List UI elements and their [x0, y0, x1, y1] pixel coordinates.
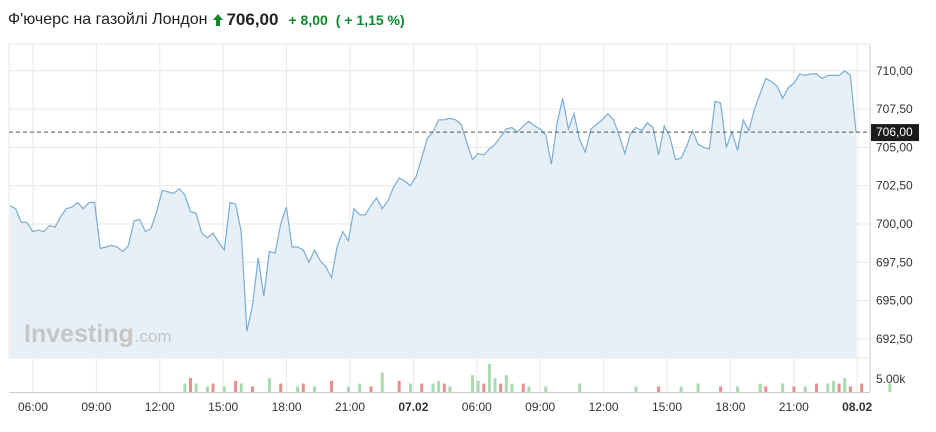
- volume-bar: [431, 383, 435, 392]
- volume-bar: [803, 386, 807, 392]
- last-price-tag-bg: [871, 124, 919, 142]
- volume-bar: [815, 383, 819, 392]
- volume-bar: [764, 386, 768, 392]
- volume-bar: [696, 383, 700, 392]
- volume-bar: [578, 383, 582, 392]
- volume-bar: [358, 383, 362, 392]
- volume-bar: [194, 383, 198, 392]
- volume-bar: [397, 380, 401, 392]
- volume-bar: [499, 383, 503, 392]
- volume-bar: [188, 378, 192, 392]
- x-tick-label: 06:00: [18, 400, 48, 414]
- y-tick-label: 697,50: [876, 255, 913, 269]
- last-price-tag: 706,00: [871, 124, 919, 142]
- volume-bar: [736, 386, 740, 392]
- y-tick-label: 695,00: [876, 294, 913, 308]
- volume-bar: [442, 383, 446, 392]
- y-tick-label: 700,00: [876, 217, 913, 231]
- volume-bar: [476, 380, 480, 392]
- volume-bar: [831, 380, 835, 392]
- volume-bar: [504, 375, 508, 392]
- volume-bar: [487, 364, 491, 392]
- x-tick-label: 18:00: [715, 400, 745, 414]
- volume-bar: [634, 386, 638, 392]
- volume-axis-label: 5.00k: [876, 372, 906, 386]
- watermark-suffix: .com: [135, 327, 172, 346]
- volume-bar: [369, 386, 373, 392]
- volume-bar: [313, 386, 317, 392]
- volume-bar: [183, 383, 187, 392]
- volume-bar: [251, 386, 255, 392]
- volume-bar: [482, 383, 486, 392]
- y-tick-label: 705,00: [876, 140, 913, 154]
- volume-bar: [346, 386, 350, 392]
- current-price: 706,00: [226, 10, 279, 29]
- volume-bar: [758, 383, 762, 392]
- volume-bar: [493, 378, 497, 392]
- x-tick-label: 15:00: [208, 400, 238, 414]
- price-area-fill: [10, 70, 856, 359]
- volume-bar: [448, 386, 452, 392]
- volume-bar: [781, 383, 785, 392]
- x-tick-label: 21:00: [335, 400, 365, 414]
- volume-bar: [826, 383, 830, 392]
- volume-bar: [510, 383, 514, 392]
- volume-bar: [657, 386, 661, 392]
- volume-bar: [848, 386, 852, 392]
- volume-bar: [301, 383, 305, 392]
- volume-bar: [211, 383, 215, 392]
- volume-bar: [267, 378, 271, 392]
- y-axis-ticks: 710,00 707,50 705,00 702,50 700,00 697,50 695,…: [876, 64, 913, 346]
- last-price-tag-label: 706,00: [876, 125, 913, 139]
- volume-bar: [837, 383, 841, 392]
- investing-watermark: Investing .com: [24, 320, 172, 348]
- x-axis-ticks: 06:00 09:00 12:00 15:00 18:00 21:00 07.02 06:00…: [18, 400, 873, 414]
- x-tick-label: 08.02: [842, 400, 872, 414]
- volume-bar: [679, 386, 683, 392]
- volume-bar: [329, 380, 333, 392]
- x-tick-label: 09:00: [525, 400, 555, 414]
- x-tick-label: 06:00: [462, 400, 492, 414]
- x-tick-label: 09:00: [81, 400, 111, 414]
- x-tick-label: 21:00: [779, 400, 809, 414]
- volume-bar: [719, 386, 723, 392]
- x-tick-label: 18:00: [272, 400, 302, 414]
- volume-bar: [296, 386, 300, 392]
- volume-bar: [420, 383, 424, 392]
- volume-bar: [205, 386, 209, 392]
- y-tick-label: 692,50: [876, 332, 913, 346]
- instrument-title: Ф'ючерс на газойлі Лондон: [8, 11, 208, 28]
- volume-bar: [234, 380, 238, 392]
- x-tick-label: 15:00: [652, 400, 682, 414]
- y-tick-label: 707,50: [876, 102, 913, 116]
- price-change: + 8,00: [288, 12, 328, 28]
- volume-bar: [544, 386, 548, 392]
- volume-bar: [222, 386, 226, 392]
- x-tick-label: 12:00: [145, 400, 175, 414]
- volume-bar: [527, 386, 531, 392]
- up-arrow-icon: [213, 14, 224, 26]
- volume-bars: [183, 364, 892, 392]
- y-tick-label: 710,00: [876, 64, 913, 78]
- chart-header: Ф'ючерс на газойлі Лондон 706,00 + 8,00 …: [8, 9, 413, 31]
- volume-bar: [521, 383, 525, 392]
- volume-bar: [888, 383, 892, 392]
- x-tick-label: 12:00: [589, 400, 619, 414]
- volume-bar: [860, 383, 864, 392]
- volume-bar: [239, 383, 243, 392]
- volume-bar: [843, 378, 847, 392]
- volume-bar: [470, 375, 474, 392]
- x-tick-label: 07.02: [398, 400, 428, 414]
- watermark-brand: Investing: [24, 320, 134, 348]
- volume-bar: [279, 383, 283, 392]
- volume-bar: [792, 386, 796, 392]
- volume-bar: [437, 380, 441, 392]
- y-tick-label: 702,50: [876, 179, 913, 193]
- price-change-percent: ( + 1,15 %): [335, 12, 405, 28]
- volume-bar: [408, 383, 412, 392]
- volume-bar: [380, 372, 384, 392]
